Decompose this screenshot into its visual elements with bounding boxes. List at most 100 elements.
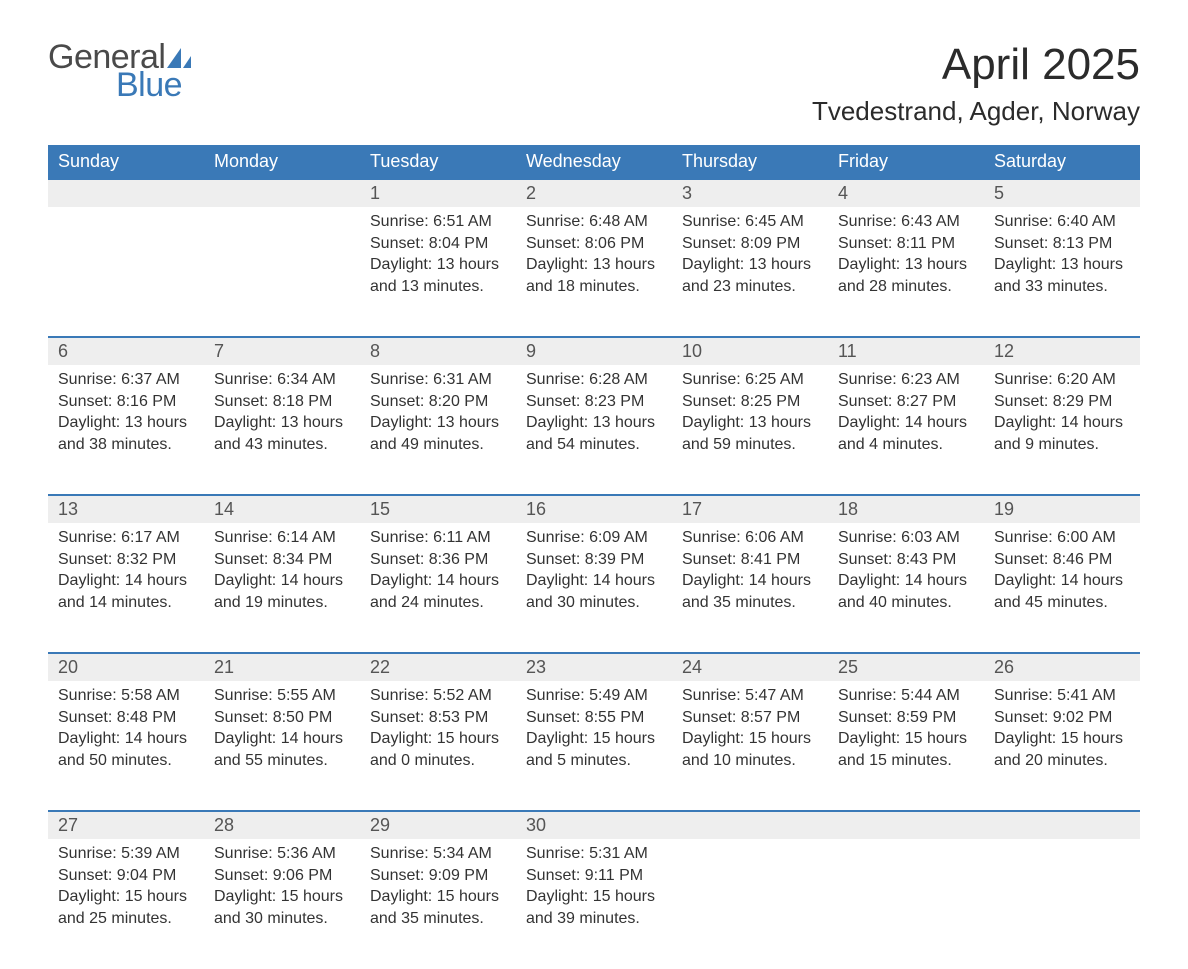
day-number-cell xyxy=(672,811,828,839)
day-number-cell: 30 xyxy=(516,811,672,839)
daylight-line: Daylight: 15 hours and 20 minutes. xyxy=(994,728,1130,771)
sunset-line: Sunset: 8:48 PM xyxy=(58,707,194,729)
day-body-cell: Sunrise: 6:06 AMSunset: 8:41 PMDaylight:… xyxy=(672,523,828,653)
day-number-row: 13141516171819 xyxy=(48,495,1140,523)
day-body-cell: Sunrise: 6:14 AMSunset: 8:34 PMDaylight:… xyxy=(204,523,360,653)
sunset-line: Sunset: 8:55 PM xyxy=(526,707,662,729)
day-number-cell: 29 xyxy=(360,811,516,839)
day-number-cell xyxy=(48,179,204,207)
sunset-line: Sunset: 9:06 PM xyxy=(214,865,350,887)
daylight-line: Daylight: 15 hours and 0 minutes. xyxy=(370,728,506,771)
day-number-cell: 14 xyxy=(204,495,360,523)
daylight-line: Daylight: 14 hours and 40 minutes. xyxy=(838,570,974,613)
sunrise-line: Sunrise: 6:14 AM xyxy=(214,527,350,549)
sunrise-line: Sunrise: 6:20 AM xyxy=(994,369,1130,391)
day-number-cell: 6 xyxy=(48,337,204,365)
sunrise-line: Sunrise: 6:00 AM xyxy=(994,527,1130,549)
sunset-line: Sunset: 8:41 PM xyxy=(682,549,818,571)
daylight-line: Daylight: 14 hours and 35 minutes. xyxy=(682,570,818,613)
sunset-line: Sunset: 9:11 PM xyxy=(526,865,662,887)
day-body-row: Sunrise: 6:37 AMSunset: 8:16 PM Daylight:… xyxy=(48,365,1140,495)
day-body-cell xyxy=(672,839,828,969)
day-body-cell: Sunrise: 5:31 AMSunset: 9:11 PMDaylight:… xyxy=(516,839,672,969)
sunset-line: Sunset: 8:46 PM xyxy=(994,549,1130,571)
day-body-cell: Sunrise: 6:09 AMSunset: 8:39 PMDaylight:… xyxy=(516,523,672,653)
logo-sail-icon xyxy=(167,48,191,68)
title-block: April 2025 Tvedestrand, Agder, Norway xyxy=(812,40,1140,127)
sunrise-line: Sunrise: 5:47 AM xyxy=(682,685,818,707)
day-number-cell: 21 xyxy=(204,653,360,681)
sunrise-line: Sunrise: 5:39 AM xyxy=(58,843,194,865)
daylight-line: Daylight: 15 hours and 35 minutes. xyxy=(370,886,506,929)
day-number-cell: 11 xyxy=(828,337,984,365)
day-number-cell: 13 xyxy=(48,495,204,523)
daylight-line: Daylight: 14 hours and 4 minutes. xyxy=(838,412,974,455)
sunrise-line: Sunrise: 6:09 AM xyxy=(526,527,662,549)
sunrise-line: Sunrise: 5:36 AM xyxy=(214,843,350,865)
sunset-line: Sunset: 8:27 PM xyxy=(838,391,974,413)
day-number-cell: 5 xyxy=(984,179,1140,207)
header: General Blue April 2025 Tvedestrand, Agd… xyxy=(48,40,1140,127)
day-body-cell: Sunrise: 5:36 AMSunset: 9:06 PMDaylight:… xyxy=(204,839,360,969)
day-body-row: Sunrise: 6:17 AMSunset: 8:32 PMDaylight:… xyxy=(48,523,1140,653)
day-body-cell: Sunrise: 6:31 AMSunset: 8:20 PMDaylight:… xyxy=(360,365,516,495)
sunrise-line: Sunrise: 5:55 AM xyxy=(214,685,350,707)
sunrise-line: Sunrise: 6:17 AM xyxy=(58,527,194,549)
day-number-cell: 18 xyxy=(828,495,984,523)
sunrise-line: Sunrise: 5:34 AM xyxy=(370,843,506,865)
sunset-line: Sunset: 8:16 PM xyxy=(58,391,194,413)
daylight-line: Daylight: 13 hours and 33 minutes. xyxy=(994,254,1130,297)
sunrise-line: Sunrise: 5:52 AM xyxy=(370,685,506,707)
day-body-cell: Sunrise: 6:37 AMSunset: 8:16 PMDaylight:… xyxy=(48,365,204,495)
sunset-line: Sunset: 8:06 PM xyxy=(526,233,662,255)
day-number-cell: 25 xyxy=(828,653,984,681)
daylight-line: Daylight: 13 hours and 59 minutes. xyxy=(682,412,818,455)
day-body-cell xyxy=(204,207,360,337)
day-body-cell xyxy=(828,839,984,969)
daylight-line: Daylight: 14 hours and 55 minutes. xyxy=(214,728,350,771)
day-number-cell: 1 xyxy=(360,179,516,207)
sunrise-line: Sunrise: 6:51 AM xyxy=(370,211,506,233)
day-body-cell: Sunrise: 6:28 AMSunset: 8:23 PMDaylight:… xyxy=(516,365,672,495)
day-body-cell: Sunrise: 6:43 AMSunset: 8:11 PMDaylight:… xyxy=(828,207,984,337)
daylight-line: Daylight: 14 hours and 50 minutes. xyxy=(58,728,194,771)
sunrise-line: Sunrise: 6:06 AM xyxy=(682,527,818,549)
sunrise-line: Sunrise: 5:58 AM xyxy=(58,685,194,707)
weekday-header: Monday xyxy=(204,145,360,179)
day-body-cell xyxy=(984,839,1140,969)
weekday-header: Tuesday xyxy=(360,145,516,179)
day-body-cell: Sunrise: 6:25 AMSunset: 8:25 PMDaylight:… xyxy=(672,365,828,495)
sunset-line: Sunset: 8:50 PM xyxy=(214,707,350,729)
day-body-cell: Sunrise: 6:11 AMSunset: 8:36 PMDaylight:… xyxy=(360,523,516,653)
daylight-line: Daylight: 13 hours and 54 minutes. xyxy=(526,412,662,455)
sunset-line: Sunset: 8:04 PM xyxy=(370,233,506,255)
day-body-row: Sunrise: 5:39 AMSunset: 9:04 PMDaylight:… xyxy=(48,839,1140,969)
sunrise-line: Sunrise: 6:45 AM xyxy=(682,211,818,233)
day-number-cell: 4 xyxy=(828,179,984,207)
sunset-line: Sunset: 8:13 PM xyxy=(994,233,1130,255)
sunrise-line: Sunrise: 6:11 AM xyxy=(370,527,506,549)
sunset-line: Sunset: 8:39 PM xyxy=(526,549,662,571)
daylight-line: Daylight: 15 hours and 15 minutes. xyxy=(838,728,974,771)
logo: General Blue xyxy=(48,40,191,102)
day-body-cell: Sunrise: 5:39 AMSunset: 9:04 PMDaylight:… xyxy=(48,839,204,969)
day-body-cell: Sunrise: 5:52 AMSunset: 8:53 PMDaylight:… xyxy=(360,681,516,811)
day-number-row: 27282930 xyxy=(48,811,1140,839)
day-number-cell: 28 xyxy=(204,811,360,839)
sunrise-line: Sunrise: 6:25 AM xyxy=(682,369,818,391)
sunrise-line: Sunrise: 5:49 AM xyxy=(526,685,662,707)
daylight-line: Daylight: 13 hours and 28 minutes. xyxy=(838,254,974,297)
daylight-line: Daylight: 14 hours and 30 minutes. xyxy=(526,570,662,613)
day-number-cell: 15 xyxy=(360,495,516,523)
day-body-cell: Sunrise: 5:44 AMSunset: 8:59 PMDaylight:… xyxy=(828,681,984,811)
month-title: April 2025 xyxy=(812,40,1140,90)
sunrise-line: Sunrise: 6:43 AM xyxy=(838,211,974,233)
day-number-cell xyxy=(984,811,1140,839)
weekday-header: Sunday xyxy=(48,145,204,179)
day-number-cell: 9 xyxy=(516,337,672,365)
sunrise-line: Sunrise: 6:37 AM xyxy=(58,369,194,391)
sunset-line: Sunset: 8:34 PM xyxy=(214,549,350,571)
day-number-cell: 27 xyxy=(48,811,204,839)
day-number-row: 12345 xyxy=(48,179,1140,207)
day-number-cell: 19 xyxy=(984,495,1140,523)
